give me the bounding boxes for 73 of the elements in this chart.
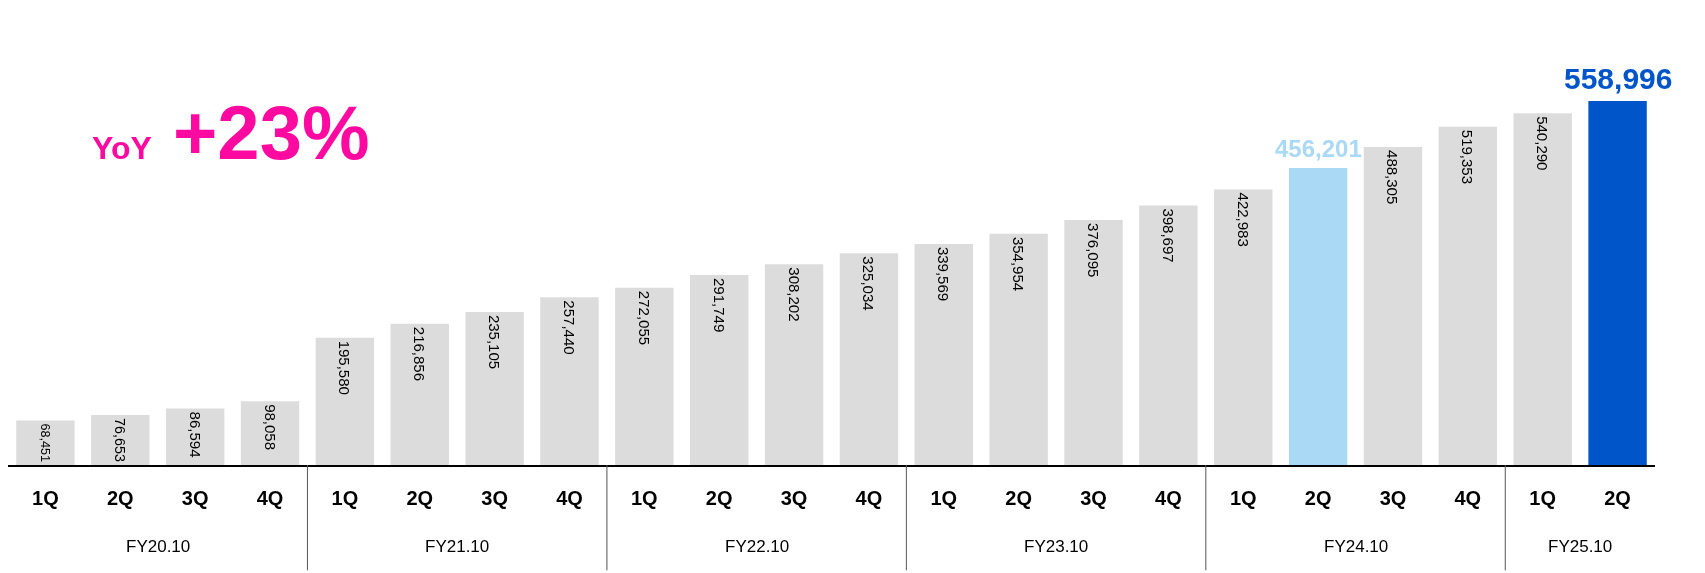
x-tick-label: 1Q xyxy=(930,487,958,509)
data-label: 540,290 xyxy=(1534,116,1552,171)
x-tick-label: 2Q xyxy=(106,487,134,509)
bar xyxy=(690,275,749,465)
data-label: 376,095 xyxy=(1085,223,1103,278)
text: FY21.10 xyxy=(425,537,490,556)
data-label: 488,305 xyxy=(1384,150,1402,205)
x-tick-label: 2Q xyxy=(705,487,733,509)
x-tick-label: 4Q xyxy=(256,487,284,509)
bar xyxy=(16,420,75,465)
bar xyxy=(315,337,375,465)
x-tick-label: 2Q xyxy=(1304,487,1332,509)
bar xyxy=(764,264,824,465)
data-label: 354,954 xyxy=(1010,236,1028,292)
data-label: 98,058 xyxy=(261,404,279,451)
data-label: 558,996 xyxy=(1564,62,1673,95)
bar xyxy=(1288,167,1348,465)
data-label: 216,856 xyxy=(411,326,429,382)
x-tick-label: 1Q xyxy=(32,487,59,509)
data-label: 257,440 xyxy=(560,300,578,355)
data-label: 519,353 xyxy=(1459,129,1477,185)
text: FY24.10 xyxy=(1324,537,1389,556)
bar xyxy=(839,253,899,465)
x-tick-label: 1Q xyxy=(1529,487,1557,509)
data-label: 308,202 xyxy=(785,267,803,322)
x-tick-label: 3Q xyxy=(1080,487,1107,509)
bar xyxy=(1588,101,1647,465)
data-label: 422,983 xyxy=(1234,192,1252,247)
data-label: 272,055 xyxy=(635,290,653,346)
bar xyxy=(1064,220,1123,465)
data-label: 456,201 xyxy=(1275,135,1362,162)
x-tick-label: 2Q xyxy=(1005,487,1032,509)
x-tick-label: 3Q xyxy=(1379,487,1407,509)
bar xyxy=(615,287,674,465)
bar xyxy=(540,297,599,465)
data-label: 235,105 xyxy=(486,314,504,370)
text: FY25.10 xyxy=(1548,537,1613,556)
data-label: 68,451 xyxy=(37,423,52,462)
bar xyxy=(240,401,300,465)
bar xyxy=(914,243,973,465)
bar xyxy=(91,415,150,465)
data-label: 325,034 xyxy=(860,256,878,311)
data-label: 195,580 xyxy=(336,340,354,395)
bar xyxy=(1438,126,1498,465)
x-tick-label: 4Q xyxy=(1454,487,1482,509)
text: FY23.10 xyxy=(1024,537,1089,556)
x-tick-label: 1Q xyxy=(631,487,658,509)
x-tick-label: 2Q xyxy=(1604,487,1631,509)
x-tick-label: 1Q xyxy=(331,487,359,509)
data-label: 339,569 xyxy=(935,246,953,302)
bar xyxy=(989,233,1048,465)
data-label: 76,653 xyxy=(112,418,129,462)
data-label: 398,697 xyxy=(1159,208,1177,263)
bar xyxy=(1513,113,1572,465)
x-tick-label: 4Q xyxy=(855,487,883,509)
data-label: 291,749 xyxy=(710,278,728,333)
x-tick-label: 2Q xyxy=(406,487,434,509)
text: FY20.10 xyxy=(126,537,191,556)
x-tick-label: 4Q xyxy=(556,487,583,509)
data-label: 86,594 xyxy=(186,411,204,458)
bar xyxy=(390,323,449,465)
x-tick-label: 3Q xyxy=(481,487,508,509)
bar xyxy=(1363,147,1423,465)
text: FY22.10 xyxy=(725,537,790,556)
bar xyxy=(1139,205,1198,465)
x-tick-label: 4Q xyxy=(1155,487,1182,509)
bar xyxy=(465,311,524,465)
bar xyxy=(165,408,225,465)
x-tick-label: 1Q xyxy=(1229,487,1257,509)
x-tick-label: 3Q xyxy=(780,487,808,509)
bar xyxy=(1214,189,1273,465)
annotation: YoY +23% xyxy=(92,90,370,175)
x-tick-label: 3Q xyxy=(181,487,209,509)
